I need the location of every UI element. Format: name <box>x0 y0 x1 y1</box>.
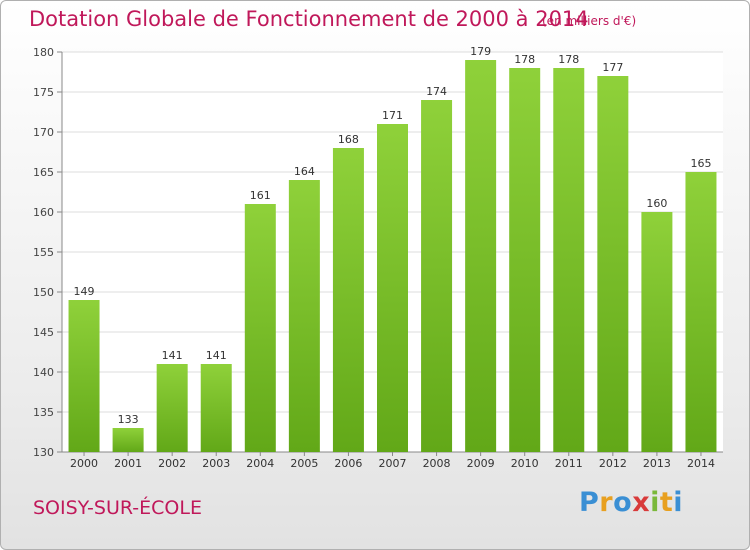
logo-letter: x <box>632 487 651 518</box>
x-tick-label: 2003 <box>202 457 230 470</box>
bar-2000 <box>68 300 100 452</box>
y-tick-label: 170 <box>33 126 54 139</box>
chart-title: Dotation Globale de Fonctionnement de 20… <box>29 7 589 31</box>
logo-letter: r <box>599 487 614 518</box>
data-label: 133 <box>118 413 139 426</box>
data-label: 161 <box>250 189 271 202</box>
data-label: 174 <box>426 85 447 98</box>
data-label: 168 <box>338 133 359 146</box>
bar-2010 <box>509 68 541 452</box>
logo-letter: o <box>613 487 633 518</box>
x-tick-label: 2010 <box>511 457 539 470</box>
data-label: 141 <box>206 349 227 362</box>
bar-2007 <box>377 124 408 452</box>
data-label: 141 <box>162 349 183 362</box>
x-tick-label: 2002 <box>158 457 186 470</box>
x-tick-label: 2014 <box>687 457 715 470</box>
bar-2011 <box>553 68 585 452</box>
y-tick-label: 180 <box>33 46 54 59</box>
y-tick-label: 155 <box>33 246 54 259</box>
x-tick-label: 2001 <box>114 457 142 470</box>
data-label: 178 <box>558 53 579 66</box>
bar-2002 <box>156 364 188 452</box>
y-tick-label: 140 <box>33 366 54 379</box>
bar-2004 <box>244 204 276 452</box>
data-label: 171 <box>382 109 403 122</box>
x-tick-label: 2013 <box>643 457 671 470</box>
chart-subtitle: (en milliers d'€) <box>542 14 637 28</box>
data-label: 179 <box>470 45 491 58</box>
data-label: 164 <box>294 165 315 178</box>
x-tick-label: 2012 <box>599 457 627 470</box>
y-tick-label: 145 <box>33 326 54 339</box>
bar-2005 <box>288 180 320 452</box>
y-tick-label: 130 <box>33 446 54 459</box>
y-tick-label: 160 <box>33 206 54 219</box>
x-tick-label: 2006 <box>334 457 362 470</box>
data-label: 165 <box>690 157 711 170</box>
x-tick-label: 2011 <box>555 457 583 470</box>
y-tick-label: 135 <box>33 406 54 419</box>
x-tick-label: 2005 <box>290 457 318 470</box>
bar-2014 <box>685 172 717 452</box>
data-label: 149 <box>74 285 95 298</box>
logo-letter: t <box>659 487 674 518</box>
bar-2008 <box>421 100 453 452</box>
bar-2003 <box>200 364 232 452</box>
bar-2009 <box>465 60 497 452</box>
data-label: 178 <box>514 53 535 66</box>
bar-2001 <box>112 428 144 452</box>
logo-letter: P <box>579 487 600 518</box>
y-tick-label: 150 <box>33 286 54 299</box>
bar-2013 <box>641 212 673 452</box>
bar-2012 <box>597 76 629 452</box>
y-tick-label: 165 <box>33 166 54 179</box>
logo-letter: i <box>673 487 684 518</box>
x-tick-label: 2007 <box>379 457 407 470</box>
data-label: 177 <box>602 61 623 74</box>
commune-name: SOISY-SUR-ÉCOLE <box>33 497 202 519</box>
logo-letter: i <box>650 487 660 518</box>
data-label: 160 <box>646 197 667 210</box>
x-tick-label: 2009 <box>467 457 495 470</box>
y-tick-label: 175 <box>33 86 54 99</box>
bar-2006 <box>332 148 364 452</box>
proxiti-logo: Proxiti <box>579 487 683 518</box>
x-tick-label: 2008 <box>423 457 451 470</box>
x-tick-label: 2000 <box>70 457 98 470</box>
x-tick-label: 2004 <box>246 457 274 470</box>
